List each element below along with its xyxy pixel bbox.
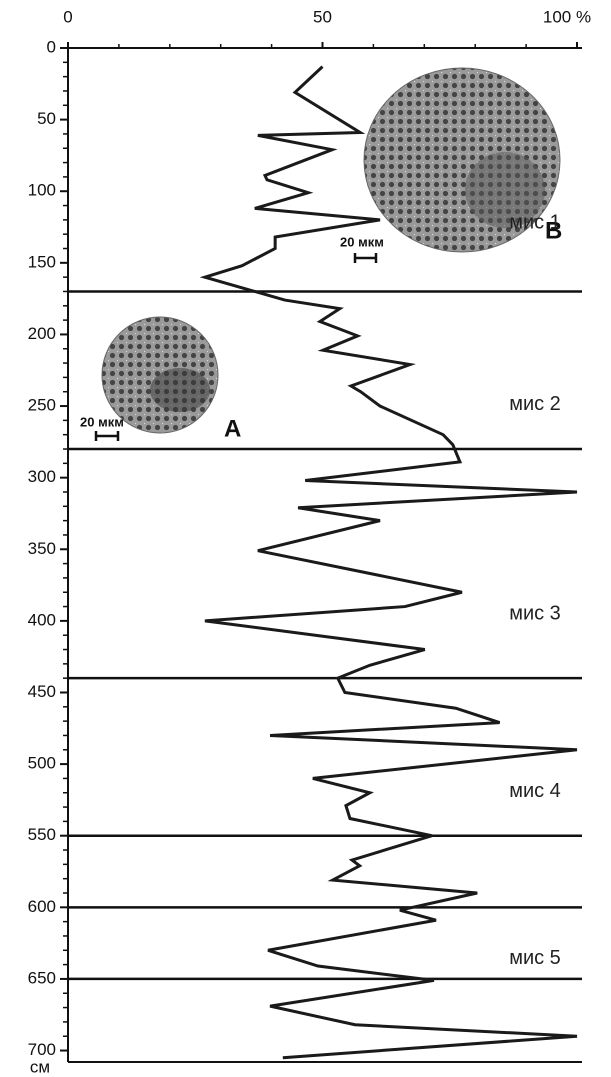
- scale-bars: [94, 253, 378, 441]
- y-tick-label: 50: [37, 109, 56, 128]
- y-tick-label: 500: [28, 754, 56, 773]
- y-tick-label: 450: [28, 682, 56, 701]
- y-tick-label: 600: [28, 897, 56, 916]
- y-tick-label: 700: [28, 1040, 56, 1059]
- image-label: B: [545, 217, 562, 244]
- y-tick-label: 200: [28, 324, 56, 343]
- y-tick-label: 550: [28, 825, 56, 844]
- scale-label: 20 мкм: [340, 234, 384, 249]
- y-axis-label: см: [30, 1057, 50, 1076]
- zone-label: мис 5: [509, 947, 561, 969]
- image-a: [101, 316, 219, 434]
- x-tick-label: 100 %: [543, 7, 591, 26]
- y-tick-label: 250: [28, 396, 56, 415]
- y-tick-label: 350: [28, 539, 56, 558]
- zone-label: мис 1: [509, 212, 561, 234]
- image-b: [363, 67, 561, 253]
- y-tick-label: 150: [28, 252, 56, 271]
- x-tick-label: 50: [313, 7, 332, 26]
- scale-label: 20 мкм: [80, 414, 124, 429]
- zone-label: мис 3: [509, 602, 561, 624]
- image-label: A: [224, 415, 241, 442]
- y-tick-label: 300: [28, 467, 56, 486]
- y-tick-label: 100: [28, 181, 56, 200]
- y-tick-label: 0: [47, 37, 56, 56]
- data-line: [199, 65, 578, 1060]
- y-tick-label: 650: [28, 968, 56, 987]
- x-tick-label: 0: [63, 7, 72, 26]
- zone-label: мис 2: [509, 393, 561, 415]
- zone-label: мис 4: [509, 780, 561, 802]
- y-tick-label: 400: [28, 610, 56, 629]
